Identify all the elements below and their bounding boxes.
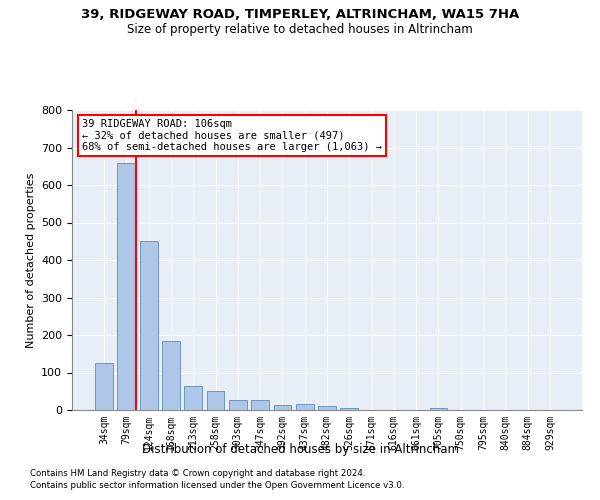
Bar — [251, 400, 269, 410]
Bar — [296, 404, 314, 410]
Bar — [140, 242, 158, 410]
Text: Distribution of detached houses by size in Altrincham: Distribution of detached houses by size … — [142, 442, 458, 456]
Bar — [118, 162, 136, 410]
Text: 39 RIDGEWAY ROAD: 106sqm
← 32% of detached houses are smaller (497)
68% of semi-: 39 RIDGEWAY ROAD: 106sqm ← 32% of detach… — [82, 119, 382, 152]
Bar — [430, 408, 448, 410]
Y-axis label: Number of detached properties: Number of detached properties — [26, 172, 35, 348]
Text: 39, RIDGEWAY ROAD, TIMPERLEY, ALTRINCHAM, WA15 7HA: 39, RIDGEWAY ROAD, TIMPERLEY, ALTRINCHAM… — [81, 8, 519, 20]
Bar — [340, 408, 358, 410]
Bar — [95, 363, 113, 410]
Bar — [229, 400, 247, 410]
Text: Contains HM Land Registry data © Crown copyright and database right 2024.: Contains HM Land Registry data © Crown c… — [30, 468, 365, 477]
Bar — [318, 406, 336, 410]
Bar — [274, 405, 292, 410]
Bar — [206, 391, 224, 410]
Text: Contains public sector information licensed under the Open Government Licence v3: Contains public sector information licen… — [30, 481, 404, 490]
Bar — [162, 340, 180, 410]
Text: Size of property relative to detached houses in Altrincham: Size of property relative to detached ho… — [127, 22, 473, 36]
Bar — [184, 386, 202, 410]
